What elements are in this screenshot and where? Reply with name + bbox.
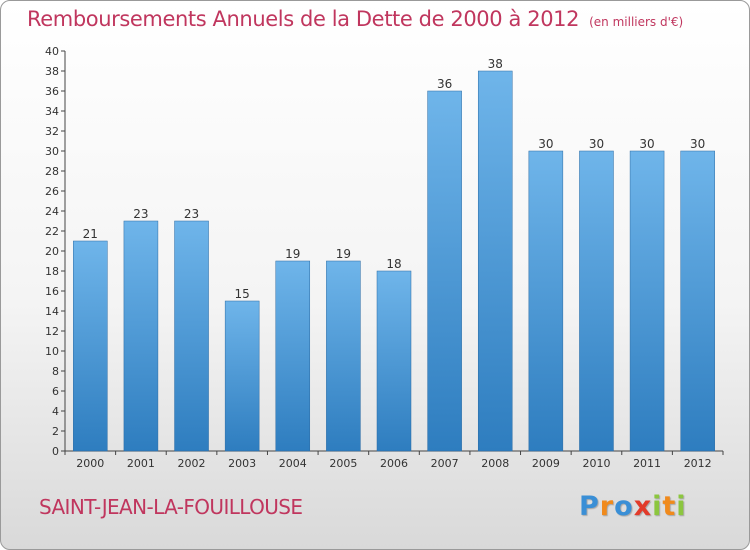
bar-2011 — [629, 150, 665, 452]
logo-letter: x — [633, 491, 653, 522]
y-tick-label: 6 — [52, 385, 59, 398]
logo-letter: t — [662, 491, 677, 522]
x-tick-label-2005: 2005 — [329, 457, 357, 470]
y-tick-label: 0 — [52, 445, 59, 458]
bar-2008 — [477, 70, 513, 452]
bar-2003 — [224, 300, 260, 452]
bar-2009 — [528, 150, 564, 452]
y-tick-label: 24 — [45, 205, 59, 218]
y-tick-label: 36 — [45, 85, 59, 98]
x-tick-label-2008: 2008 — [481, 457, 509, 470]
y-tick-label: 28 — [45, 165, 59, 178]
bar-2001 — [123, 220, 159, 452]
bar-2010 — [579, 150, 614, 452]
bar-2000 — [73, 240, 108, 452]
y-tick-label: 40 — [45, 45, 59, 58]
logo-letter: o — [614, 491, 634, 522]
x-tick-label-2004: 2004 — [279, 457, 307, 470]
data-label-2004: 19 — [285, 247, 300, 261]
data-label-2008: 38 — [488, 57, 503, 71]
y-tick-label: 8 — [52, 365, 59, 378]
x-tick-label-2001: 2001 — [127, 457, 155, 470]
y-tick-label: 12 — [45, 325, 59, 338]
y-tick-label: 4 — [52, 405, 59, 418]
bar-2004 — [275, 260, 311, 452]
y-tick-label: 22 — [45, 225, 59, 238]
data-label-2006: 18 — [386, 257, 401, 271]
y-tick-label: 18 — [45, 265, 59, 278]
x-tick-label-2006: 2006 — [380, 457, 408, 470]
logo-letter: i — [676, 491, 687, 522]
y-tick-label: 34 — [45, 105, 59, 118]
commune-name: SAINT-JEAN-LA-FOUILLOUSE — [39, 495, 303, 519]
x-tick-label-2000: 2000 — [76, 457, 104, 470]
y-tick-label: 26 — [45, 185, 59, 198]
logo-letter: r — [599, 491, 615, 522]
y-tick-label: 32 — [45, 125, 59, 138]
logo-letter: i — [652, 491, 663, 522]
y-tick-label: 30 — [45, 145, 59, 158]
bar-2006 — [376, 270, 412, 452]
x-tick-label-2011: 2011 — [633, 457, 661, 470]
data-label-2007: 36 — [437, 77, 452, 91]
x-tick-label-2003: 2003 — [228, 457, 256, 470]
chart-unit: (en milliers d'€) — [589, 15, 684, 29]
bar-2012 — [680, 150, 715, 452]
logo-letter: P — [579, 491, 600, 522]
data-label-2005: 19 — [336, 247, 351, 261]
y-tick-label: 38 — [45, 65, 59, 78]
x-tick-label-2009: 2009 — [532, 457, 560, 470]
bar-2005 — [326, 260, 361, 452]
data-label-2000: 21 — [83, 227, 98, 241]
data-label-2002: 23 — [184, 207, 199, 221]
y-tick-label: 14 — [45, 305, 59, 318]
bar-2002 — [174, 220, 209, 452]
x-tick-label-2007: 2007 — [431, 457, 459, 470]
data-label-2009: 30 — [538, 137, 553, 151]
chart-title: Remboursements Annuels de la Dette de 20… — [27, 7, 683, 31]
y-tick-label: 2 — [52, 425, 59, 438]
chart-title-text: Remboursements Annuels de la Dette de 20… — [27, 7, 580, 31]
data-label-2012: 30 — [690, 137, 705, 151]
proxiti-logo: Proxiti — [579, 491, 687, 522]
data-label-2001: 23 — [133, 207, 148, 221]
x-tick-label-2012: 2012 — [684, 457, 712, 470]
x-tick-label-2002: 2002 — [178, 457, 206, 470]
data-label-2010: 30 — [589, 137, 604, 151]
y-tick-label: 20 — [45, 245, 59, 258]
x-tick-label-2010: 2010 — [582, 457, 610, 470]
y-tick-label: 16 — [45, 285, 59, 298]
y-tick-label: 10 — [45, 345, 59, 358]
data-label-2003: 15 — [235, 287, 250, 301]
bar-2007 — [427, 90, 462, 452]
data-label-2011: 30 — [639, 137, 654, 151]
